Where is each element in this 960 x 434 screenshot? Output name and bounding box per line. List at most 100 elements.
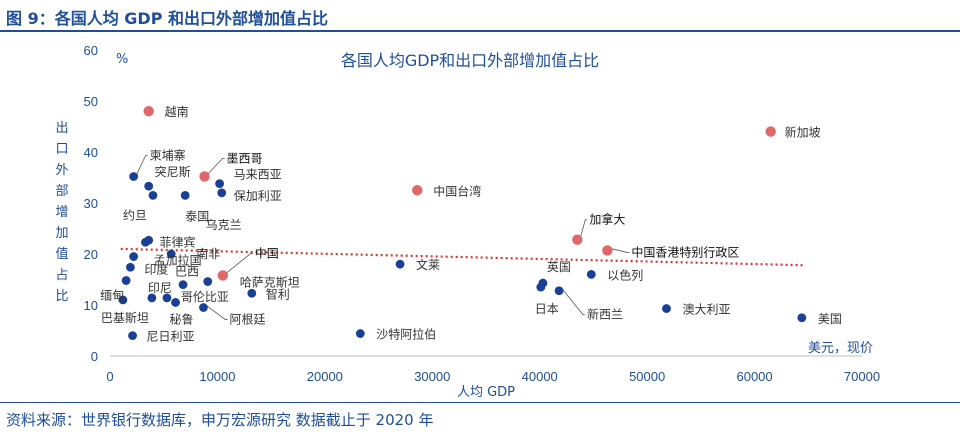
leader-line <box>207 158 225 175</box>
data-point <box>586 270 596 279</box>
point-label: 英国 <box>547 260 571 274</box>
point-label: 美国 <box>818 312 842 326</box>
y-tick-label: 10 <box>84 298 98 313</box>
y-axis-title: 出口外部增加值占比 <box>55 121 68 304</box>
point-label: 新加坡 <box>785 125 821 140</box>
point-label: 新西兰 <box>587 307 623 322</box>
data-point <box>662 304 671 313</box>
data-point <box>166 249 176 259</box>
data-point <box>797 313 807 323</box>
x-tick-label: 60000 <box>736 369 772 384</box>
data-point <box>147 293 157 303</box>
data-point <box>199 303 208 312</box>
data-point <box>215 179 224 189</box>
point-label: 沙特阿拉伯 <box>376 327 436 342</box>
point-label: 印尼 <box>148 281 172 295</box>
y-tick-label: 30 <box>84 196 98 211</box>
point-label: 菲律宾 <box>159 234 195 249</box>
data-point <box>178 280 188 289</box>
point-label: 印度 <box>144 261 168 276</box>
point-label: 中国 <box>255 245 279 260</box>
x-tick-label: 50000 <box>629 369 665 384</box>
x-tick-label: 30000 <box>414 369 450 384</box>
point-label: 秘鲁 <box>170 312 194 326</box>
x-axis-unit-note: 美元，现价 <box>808 341 873 356</box>
leader-line <box>610 248 630 253</box>
data-point <box>118 295 128 305</box>
leader-line <box>206 305 228 320</box>
leader-line <box>136 155 148 175</box>
figure-title: 图 9：各国人均 GDP 和出口外部增加值占比 <box>6 9 328 28</box>
data-point <box>126 262 135 272</box>
y-tick-label: 20 <box>84 247 98 262</box>
data-point <box>121 276 131 285</box>
point-label: 墨西哥 <box>227 151 263 165</box>
chart-title: 各国人均GDP和出口外部增加值占比 <box>341 51 599 70</box>
source-note: 资料来源：世界银行数据库，申万宏源研究 数据截止于 2020 年 <box>6 411 434 429</box>
data-point <box>129 172 139 181</box>
point-label: 柬埔寨 <box>150 147 186 162</box>
x-tick-label: 0 <box>106 369 113 384</box>
data-point <box>148 190 158 200</box>
point-label: 约旦 <box>123 207 147 222</box>
x-tick-label: 10000 <box>199 369 235 384</box>
point-label: 泰国 <box>185 209 209 223</box>
data-point <box>765 126 776 137</box>
point-label: 智利 <box>266 286 290 301</box>
data-point <box>162 293 172 303</box>
data-point <box>199 171 210 182</box>
point-label: 南非 <box>196 246 220 261</box>
point-label: 越南 <box>165 104 189 119</box>
data-point <box>141 237 150 247</box>
data-point <box>412 185 423 196</box>
y-tick-label: 0 <box>91 349 98 364</box>
point-label: 马来西亚 <box>234 168 282 182</box>
point-label: 中国香港特别行政区 <box>631 244 739 259</box>
point-label: 哥伦比亚 <box>181 289 229 304</box>
point-label: 巴西 <box>175 265 199 279</box>
trendline <box>120 247 803 267</box>
x-tick-label: 40000 <box>522 369 558 384</box>
data-point <box>536 282 546 292</box>
point-label: 文莱 <box>416 257 440 272</box>
leader-line <box>225 253 253 274</box>
data-point <box>217 270 228 281</box>
y-tick-label: 50 <box>84 94 98 109</box>
point-label: 澳大利亚 <box>682 303 730 317</box>
x-axis-title: 人均 GDP <box>457 385 515 400</box>
leader-line <box>579 219 588 238</box>
y-axis-unit: % <box>116 52 128 67</box>
point-label: 孟加拉国 <box>154 253 202 268</box>
data-point <box>171 298 180 307</box>
point-label: 保加利亚 <box>234 189 282 203</box>
leader-line <box>561 288 586 316</box>
data-point <box>128 331 137 340</box>
data-point <box>144 181 154 191</box>
data-point <box>180 190 190 200</box>
point-label: 乌克兰 <box>206 217 242 232</box>
point-label: 加拿大 <box>589 212 625 227</box>
data-point <box>143 106 154 117</box>
point-label: 日本 <box>535 302 559 316</box>
point-label: 缅甸 <box>100 289 124 303</box>
point-label: 突尼斯 <box>155 164 191 179</box>
point-label: 巴基斯坦 <box>101 311 149 325</box>
data-point <box>554 286 564 296</box>
y-tick-label: 60 <box>84 43 98 58</box>
point-label: 尼日利亚 <box>147 330 195 344</box>
data-point <box>247 288 257 298</box>
data-point <box>355 329 365 338</box>
figure-header: 图 9：各国人均 GDP 和出口外部增加值占比 <box>0 0 960 32</box>
point-label: 阿根廷 <box>229 313 265 327</box>
data-point <box>203 277 213 286</box>
x-tick-label: 20000 <box>307 369 343 384</box>
point-label: 以色列 <box>607 268 643 282</box>
data-point <box>129 252 139 261</box>
point-label: 哈萨克斯坦 <box>240 276 300 290</box>
x-tick-label: 70000 <box>844 369 880 384</box>
point-label: 中国台湾 <box>433 183 481 198</box>
source-divider <box>0 402 960 403</box>
data-point <box>217 188 227 198</box>
y-tick-label: 40 <box>84 145 98 160</box>
